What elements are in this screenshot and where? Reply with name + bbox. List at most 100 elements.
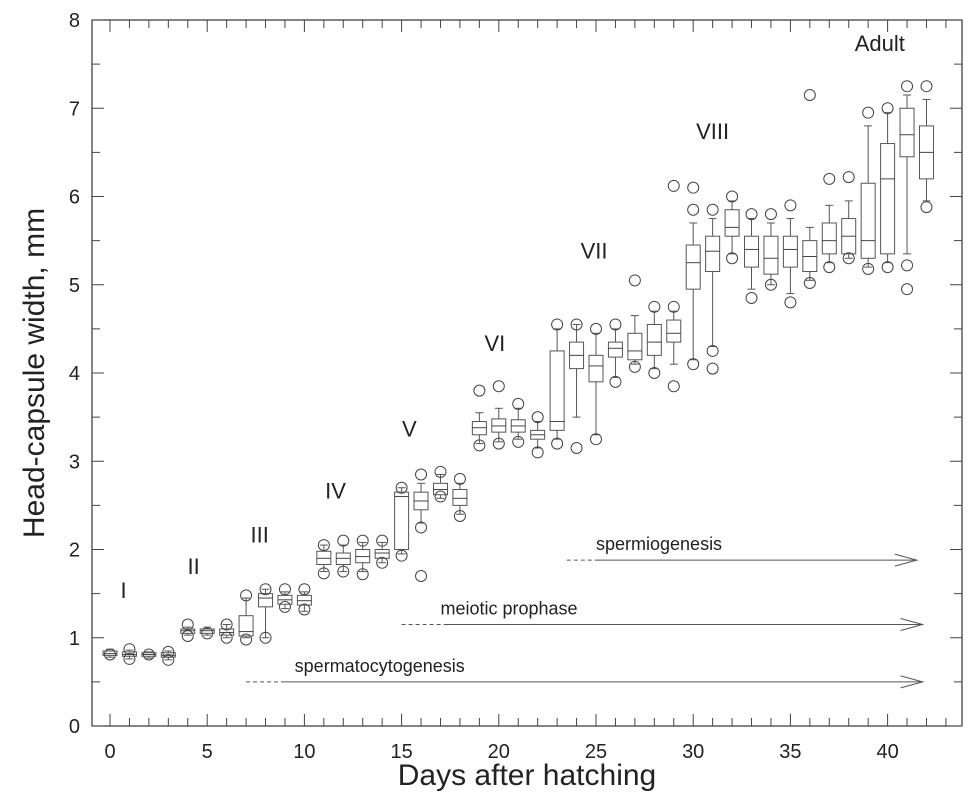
box-day-41	[899, 80, 915, 296]
outlier-point	[823, 172, 836, 185]
outlier-point	[162, 653, 175, 666]
outlier-point	[453, 472, 466, 485]
outlier-point	[667, 179, 680, 192]
process-arrow-0: spermatocytogenesis	[246, 656, 925, 689]
outlier-point	[531, 411, 544, 424]
box-day-5	[199, 626, 215, 640]
stage-label: VIII	[696, 119, 729, 144]
box-iqr	[646, 323, 662, 356]
outlier-point	[628, 360, 641, 373]
box-day-0	[102, 648, 118, 661]
box-day-14	[374, 534, 390, 569]
stage-label: IV	[325, 478, 346, 503]
process-arrow-1: meiotic prophase	[401, 599, 925, 631]
y-tick-label: 8	[69, 10, 80, 32]
stage-label: V	[402, 417, 417, 442]
box-day-1	[121, 643, 137, 665]
y-axis-label: Head-capsule width, mm	[18, 208, 51, 538]
outlier-point	[162, 645, 175, 658]
outlier-point	[862, 106, 875, 119]
outlier-point	[570, 318, 583, 331]
stage-label: I	[121, 578, 127, 603]
y-tick-label: 0	[69, 716, 80, 738]
outlier-point	[415, 521, 428, 534]
box-iqr	[238, 615, 254, 637]
outlier-point	[764, 278, 777, 291]
box-iqr	[549, 350, 565, 431]
outlier-point	[706, 344, 719, 357]
outlier-point	[862, 262, 875, 275]
arrow-head	[900, 618, 925, 631]
box-day-3	[160, 645, 176, 666]
outlier-point	[376, 534, 389, 547]
box-plots	[102, 80, 934, 666]
outlier-point	[803, 276, 816, 289]
outlier-point	[920, 80, 933, 93]
outlier-point	[104, 648, 116, 661]
box-iqr	[763, 235, 779, 275]
outlier-point	[473, 384, 486, 397]
x-tick-label: 25	[585, 741, 607, 763]
outlier-point	[123, 652, 136, 665]
outlier-point	[823, 261, 836, 274]
box-day-38	[841, 171, 857, 265]
outlier-point	[745, 208, 758, 221]
outlier-point	[901, 283, 914, 296]
outlier-point	[531, 446, 544, 459]
plot-frame	[91, 19, 963, 727]
outlier-point	[842, 171, 855, 184]
box-iqr	[744, 235, 760, 268]
outlier-point	[220, 618, 233, 631]
outlier-point	[492, 380, 505, 393]
box-iqr	[607, 341, 623, 358]
box-day-29	[666, 179, 682, 393]
box-day-9	[277, 583, 293, 613]
box-iqr	[860, 182, 876, 259]
box-iqr	[821, 222, 837, 255]
outlier-point	[687, 181, 700, 194]
stage-label: VI	[485, 331, 506, 356]
stage-label: Adult	[855, 31, 905, 56]
box-day-18	[452, 472, 468, 522]
box-day-20	[491, 380, 507, 450]
outlier-point	[764, 208, 777, 221]
box-day-2	[141, 648, 157, 661]
outlier-point	[142, 648, 155, 661]
outlier-point	[201, 627, 214, 640]
box-iqr	[588, 354, 604, 383]
arrow-head	[894, 553, 919, 567]
outlier-point	[259, 631, 272, 644]
x-axis-label: Days after hatching	[398, 759, 656, 792]
outlier-point	[220, 631, 233, 644]
outlier-point	[356, 568, 369, 581]
outlier-point	[434, 465, 447, 478]
outlier-point	[123, 643, 136, 656]
y-tick-label: 6	[69, 187, 80, 209]
box-day-40	[880, 102, 896, 274]
outlier-point	[784, 296, 797, 309]
outlier-point	[881, 261, 894, 274]
box-day-39	[860, 106, 876, 275]
y-tick-label: 3	[69, 451, 80, 473]
x-tick-label: 15	[390, 741, 412, 763]
outlier-point	[687, 203, 700, 216]
box-day-19	[471, 384, 487, 452]
outlier-point	[648, 367, 661, 379]
box-iqr	[374, 549, 390, 559]
box-day-36	[802, 89, 818, 289]
outlier-point	[453, 509, 466, 522]
y-tick-label: 1	[69, 628, 80, 650]
box-day-34	[763, 208, 779, 291]
outlier-point	[570, 442, 583, 455]
outlier-point	[512, 435, 525, 448]
x-tick-label: 20	[488, 741, 510, 763]
box-day-21	[510, 397, 526, 448]
box-day-11	[316, 539, 332, 580]
y-tick-label: 4	[69, 363, 80, 385]
outlier-point	[278, 600, 291, 613]
outlier-point	[842, 252, 855, 265]
outlier-point	[628, 274, 641, 287]
outlier-point	[590, 322, 602, 335]
outlier-point	[395, 549, 408, 562]
outlier-point	[512, 397, 525, 410]
